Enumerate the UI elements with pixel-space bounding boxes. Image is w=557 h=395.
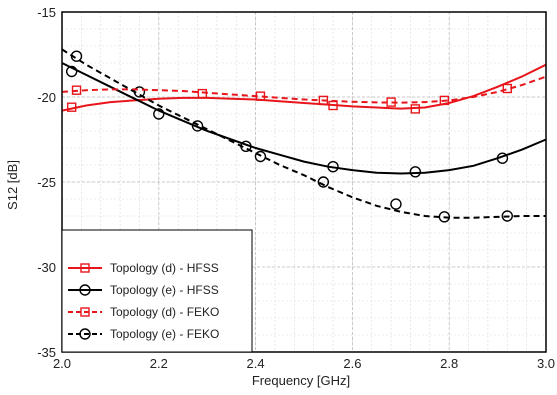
series-3-square-marker	[197, 88, 208, 99]
series-4-circle-marker	[501, 210, 513, 222]
legend-square-marker	[80, 263, 90, 273]
y-tick-label: -25	[37, 175, 56, 190]
series-2-circle-marker	[496, 152, 509, 164]
legend-square-marker	[80, 307, 90, 317]
legend: Topology (d) - HFSS Topology (e) - HFSS To…	[61, 229, 253, 353]
legend-label: Topology (e) - FEKO	[110, 327, 219, 341]
x-axis-label: Frequency [GHz]	[252, 373, 350, 388]
series-2-line	[61, 62, 547, 175]
y-axis-label: S12 [dB]	[5, 160, 20, 210]
series-3-square-marker	[318, 95, 329, 106]
series-4-circle-marker	[70, 50, 83, 62]
y-tick-label: -15	[37, 5, 56, 20]
legend-circle-marker	[79, 284, 91, 296]
series-3-square-marker	[255, 91, 266, 101]
legend-circle-marker	[79, 328, 91, 340]
series-1-square-marker	[410, 104, 421, 114]
series-3-line	[61, 75, 547, 104]
y-tick-label: -20	[37, 90, 56, 105]
series-3-square-marker	[439, 95, 450, 106]
series-4-circle-marker	[254, 150, 267, 163]
series-2-circle-marker	[327, 160, 339, 173]
series-lines	[61, 48, 547, 223]
y-tick-label: -35	[37, 345, 56, 360]
series-4-circle-marker	[153, 108, 165, 120]
series-3-square-marker	[386, 97, 396, 107]
legend-label: Topology (d) - FEKO	[110, 305, 219, 319]
x-tick-label: 2.6	[343, 356, 361, 371]
y-tick-label: -30	[37, 260, 56, 275]
series-4-circle-marker	[317, 176, 330, 188]
x-tick-label: 2.0	[53, 356, 71, 371]
axis-ticks: 2.0 2.2 2.4 2.6 2.8 3.0 -35 -30 -25 -20 -15	[37, 5, 555, 371]
plot-frame	[61, 11, 547, 353]
series-3-square-marker	[71, 85, 82, 95]
legend-label: Topology (d) - HFSS	[110, 261, 219, 275]
series-2-circle-marker	[65, 65, 78, 78]
series-4-line	[61, 48, 546, 219]
series-4-circle-marker	[438, 211, 451, 223]
series-3-square-marker	[502, 83, 512, 94]
legend-label: Topology (e) - HFSS	[110, 283, 219, 297]
series-3	[61, 75, 547, 107]
x-tick-label: 2.2	[150, 356, 168, 371]
series-2-circle-marker	[409, 166, 422, 178]
x-tick-label: 3.0	[537, 356, 555, 371]
series-4-circle-marker	[390, 198, 402, 210]
x-tick-label: 2.4	[247, 356, 265, 371]
series-4	[61, 48, 546, 223]
series-1-square-marker	[66, 102, 77, 112]
x-tick-label: 2.8	[440, 356, 458, 371]
